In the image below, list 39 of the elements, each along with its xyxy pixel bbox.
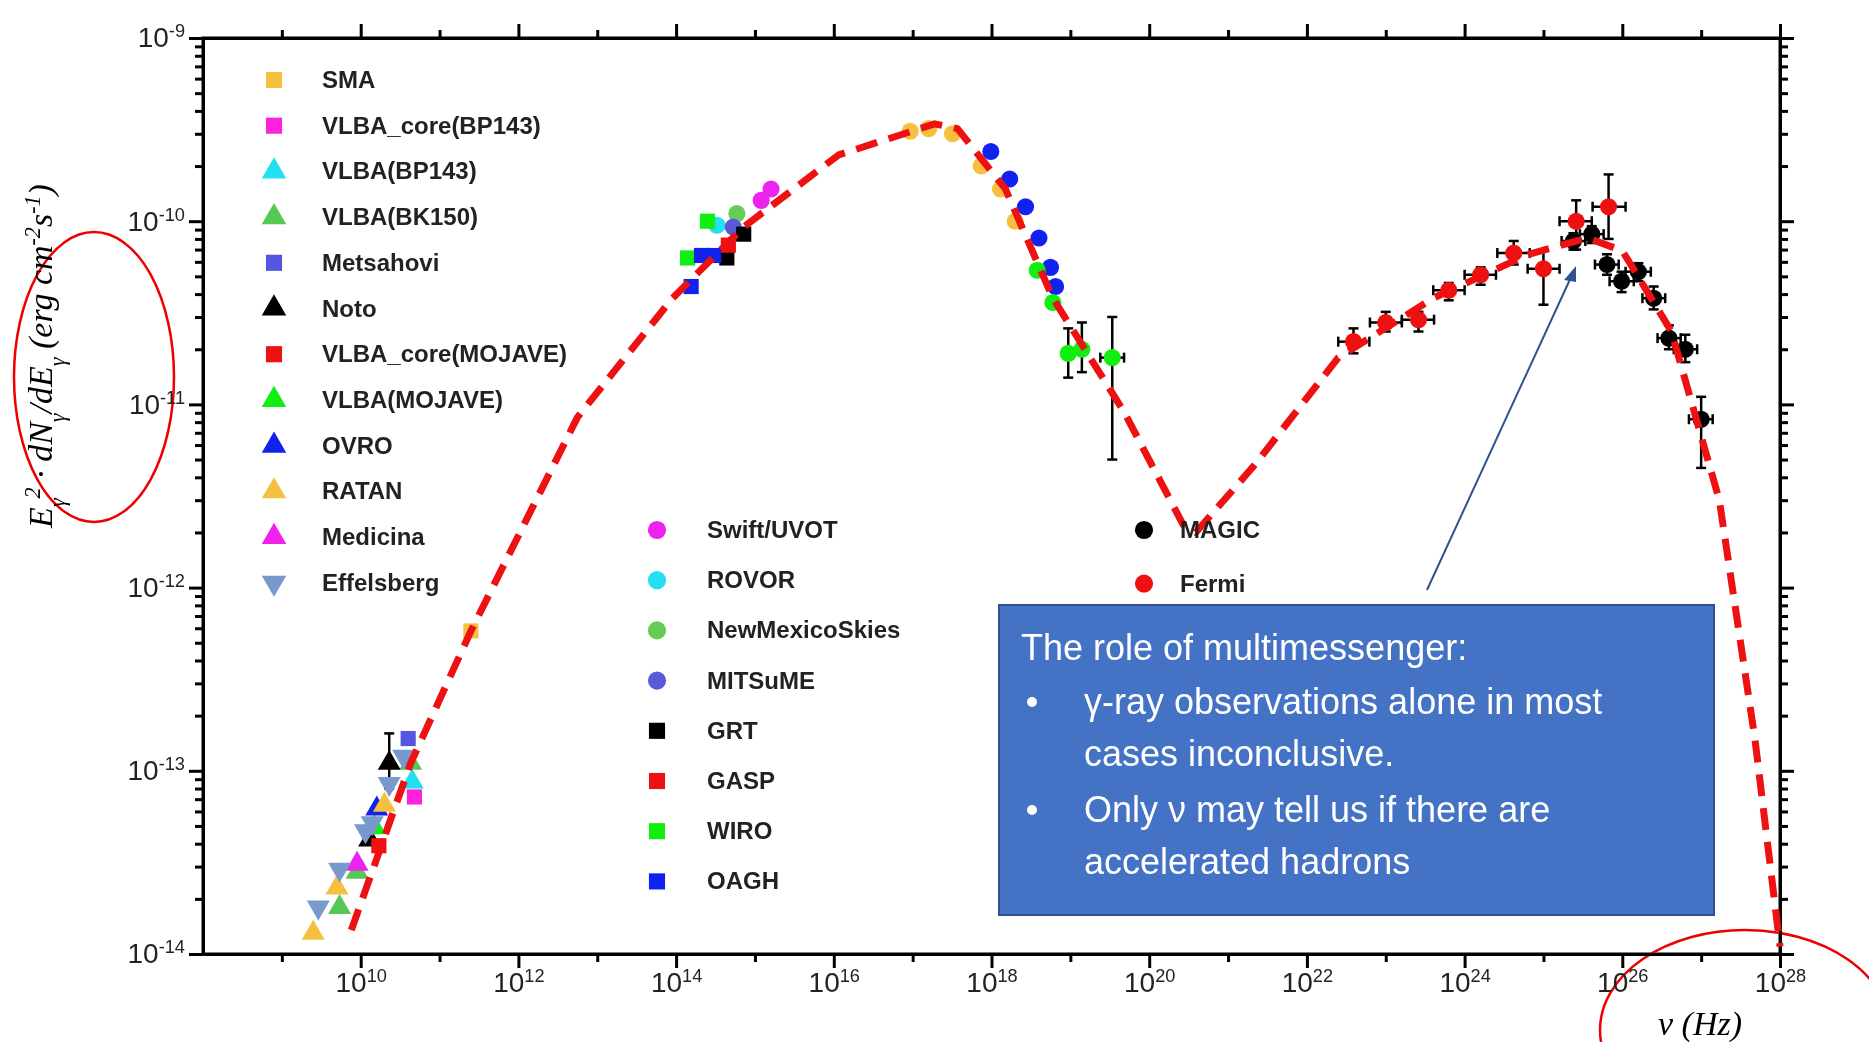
y-tick-label: 10$^{-12}$	[127, 571, 185, 604]
legend-label: Fermi	[1180, 569, 1246, 597]
legend-label: VLBA_core(MOJAVE)	[322, 340, 567, 368]
x-tick-label: 10$^{10}$	[335, 965, 387, 998]
x-axis-title: ν (Hz)	[1657, 1005, 1743, 1042]
legend-label: RATAN	[322, 477, 403, 505]
x-tick-label: 10$^{16}$	[808, 965, 860, 998]
annotation: Only ν may tell us if there are accelerated hadrons	[1084, 789, 1551, 882]
legend-label: MITSuME	[707, 666, 815, 694]
legend-label: ROVOR	[707, 566, 796, 594]
legend-label: WIRO	[707, 817, 773, 845]
legend-label: VLBA_core(BP143)	[322, 111, 541, 139]
legend-label: NewMexicoSkies	[707, 616, 901, 644]
y-tick-label: 10$^{-10}$	[127, 204, 185, 237]
legend-label: SMA	[322, 66, 376, 93]
x-tick-label: 10$^{20}$	[1124, 965, 1176, 998]
x-tick-label: 10$^{14}$	[650, 965, 703, 998]
y-tick-label: 10$^{-13}$	[127, 754, 185, 787]
legend-label: Swift/UVOT	[707, 516, 838, 543]
legend-label: GASP	[707, 767, 776, 794]
legend-label: GRT	[707, 716, 758, 744]
legend-label: Metsahovi	[322, 248, 440, 276]
x-tick-label: 10$^{12}$	[493, 965, 545, 998]
x-tick-label: 10$^{24}$	[1439, 965, 1491, 998]
annotation: The role of multimessenger:	[1021, 627, 1468, 668]
legend-label: Medicina	[322, 523, 426, 550]
legend-label: VLBA(MOJAVE)	[322, 385, 503, 413]
legend-label: OVRO	[322, 431, 393, 459]
legend-label: Effelsberg	[322, 568, 440, 596]
legend-label: VLBA(BK150)	[322, 203, 479, 231]
legend-label: Noto	[322, 294, 377, 322]
legend-label: OAGH	[707, 867, 779, 895]
annotation: γ-ray observations alone in most cases inconclusive.	[1084, 681, 1603, 774]
y-tick-label: 10$^{-9}$	[137, 21, 185, 54]
y-tick-label: 10$^{-14}$	[127, 937, 185, 970]
x-tick-label: 10$^{22}$	[1281, 965, 1334, 998]
x-tick-label: 10$^{28}$	[1754, 965, 1807, 998]
legend-label: VLBA(BP143)	[322, 157, 477, 185]
x-tick-label: 10$^{18}$	[966, 965, 1018, 998]
